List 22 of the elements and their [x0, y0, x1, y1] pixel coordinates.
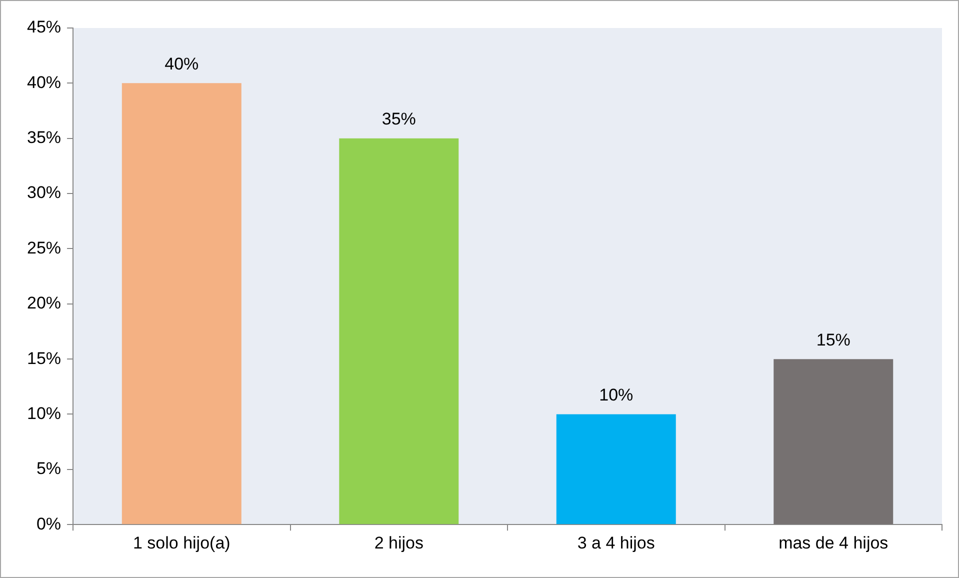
x-tick-label: mas de 4 hijos	[778, 533, 888, 552]
y-tick-label: 30%	[26, 183, 62, 202]
y-tick-label: 10%	[26, 404, 62, 423]
x-tick-label: 2 hijos	[374, 533, 424, 552]
bar	[774, 359, 894, 524]
x-tick-label: 1 solo hijo(a)	[132, 533, 230, 552]
y-tick-label: 20%	[26, 294, 62, 313]
data-label: 35%	[382, 110, 416, 129]
y-tick-label: 15%	[26, 348, 62, 368]
bar	[122, 83, 242, 524]
data-label: 40%	[164, 54, 199, 74]
x-tick-label: 3 a 4 hijos	[577, 533, 655, 552]
y-tick-label: 0%	[36, 514, 62, 534]
y-tick-label: 35%	[26, 128, 62, 148]
y-tick-label: 5%	[36, 459, 62, 478]
y-tick-label: 45%	[26, 18, 62, 37]
bar	[339, 138, 459, 524]
y-tick-label: 25%	[26, 238, 62, 258]
y-tick-label: 40%	[26, 72, 62, 92]
bar	[556, 414, 676, 524]
data-label: 15%	[816, 330, 850, 350]
data-label: 10%	[599, 385, 634, 404]
